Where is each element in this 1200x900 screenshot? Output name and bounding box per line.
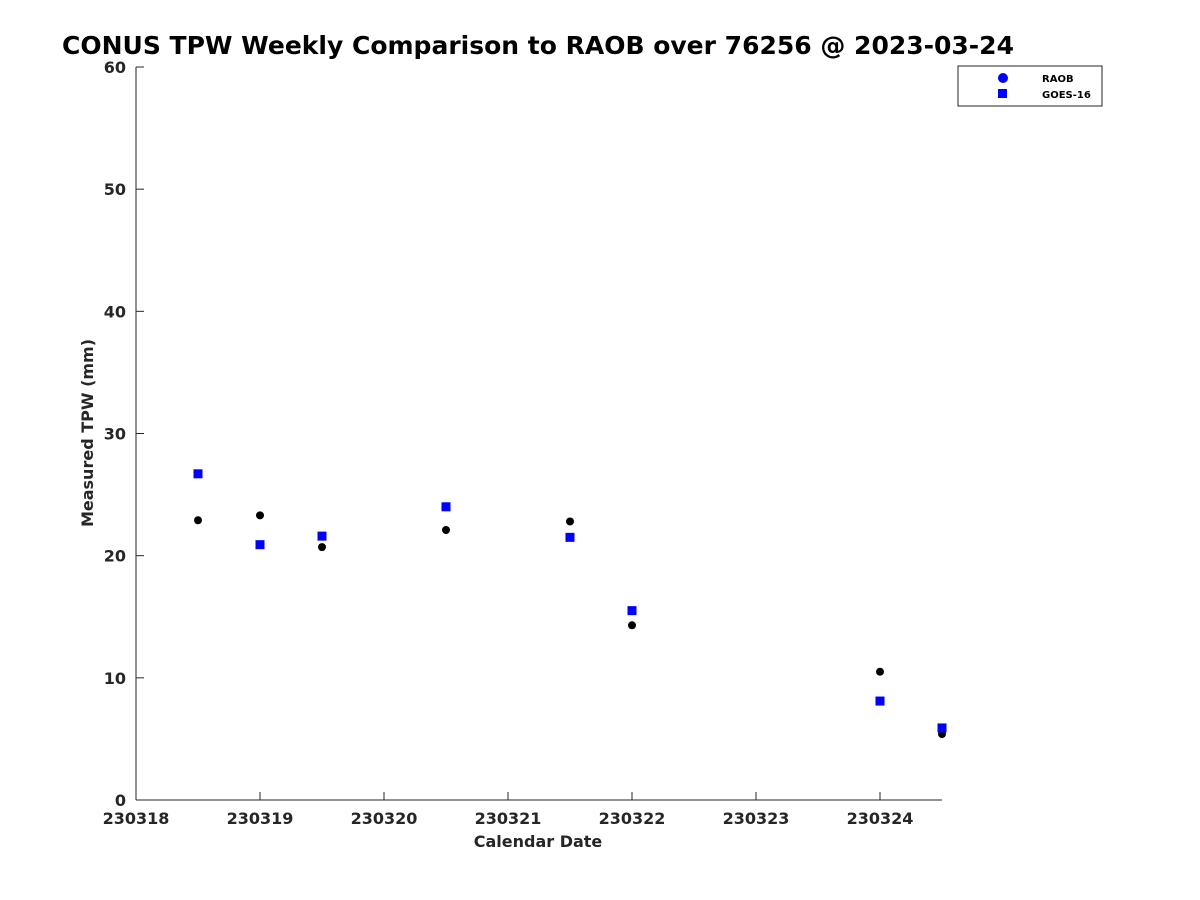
raob-point xyxy=(318,543,326,552)
goes16-point xyxy=(441,502,451,512)
x-tick-label: 230323 xyxy=(723,809,790,828)
raob-point xyxy=(628,621,636,630)
y-tick-label: 60 xyxy=(104,58,126,77)
x-tick-label: 230320 xyxy=(351,809,418,828)
legend: RAOB GOES-16 xyxy=(957,65,1103,107)
legend-box xyxy=(957,65,1103,107)
y-tick-label: 30 xyxy=(104,425,126,444)
y-tick-label: 40 xyxy=(104,302,126,321)
raob-point xyxy=(442,526,450,535)
y-axis-label: Measured TPW (mm) xyxy=(78,339,97,527)
raob-point xyxy=(876,667,884,676)
raob-point xyxy=(194,516,202,525)
x-tick-label: 230319 xyxy=(227,809,294,828)
goes16-point xyxy=(193,469,203,479)
y-tick-label: 10 xyxy=(104,669,126,688)
goes16-point xyxy=(875,696,885,706)
y-tick-label: 0 xyxy=(115,791,126,810)
axes: 0 10 20 30 40 50 60 230318 230319 230320 230321 230… xyxy=(103,58,942,828)
raob-point xyxy=(566,517,574,526)
x-tick-label: 230318 xyxy=(103,809,170,828)
x-tick-label: 230322 xyxy=(599,809,666,828)
y-tick-label: 50 xyxy=(104,180,126,199)
goes16-point xyxy=(255,540,265,550)
raob-point xyxy=(256,511,264,520)
goes16-point xyxy=(317,531,327,541)
x-tick-label: 230321 xyxy=(475,809,542,828)
legend-goes16-label: GOES-16 xyxy=(1042,90,1091,101)
legend-goes16-marker xyxy=(998,89,1007,98)
goes16-point xyxy=(627,606,637,616)
chart-title: CONUS TPW Weekly Comparison to RAOB over… xyxy=(62,31,1014,60)
legend-raob-marker xyxy=(998,73,1008,83)
data-marks xyxy=(193,469,947,739)
x-tick-label: 230324 xyxy=(847,809,914,828)
goes16-point xyxy=(937,723,947,733)
legend-raob-label: RAOB xyxy=(1042,74,1074,85)
x-axis-label: Calendar Date xyxy=(474,832,603,851)
goes16-point xyxy=(565,532,575,542)
y-tick-label: 20 xyxy=(104,547,126,566)
